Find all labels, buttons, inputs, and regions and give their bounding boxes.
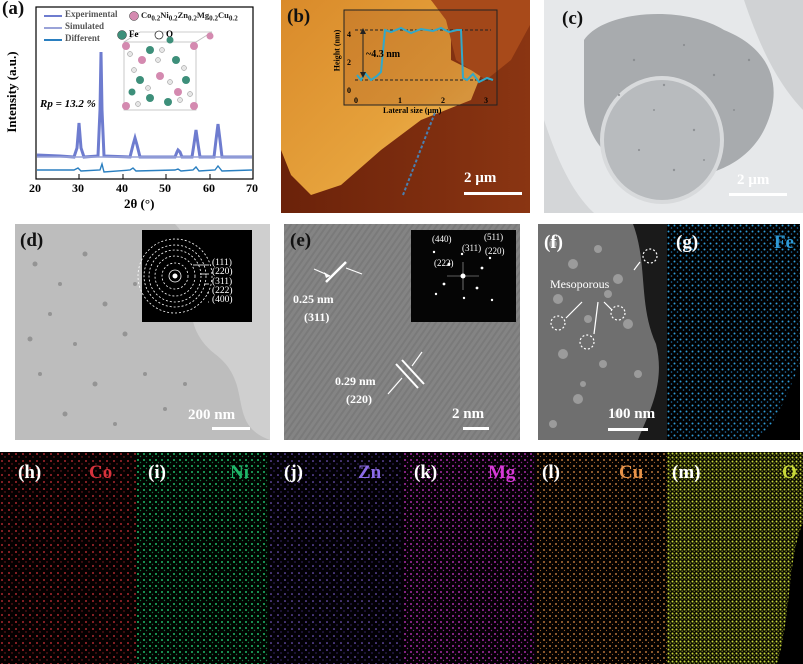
panel-i-ni-map: (i) Ni xyxy=(136,452,269,664)
hrtem-image xyxy=(284,224,520,440)
x-tick-30: 30 xyxy=(72,181,84,195)
element-label-co: Co xyxy=(89,462,113,483)
panel-label-b: (b) xyxy=(287,6,311,27)
fe-eds-map xyxy=(667,224,800,440)
fringe2-spacing: 0.29 nm xyxy=(335,374,376,388)
panel-label-d: (d) xyxy=(20,230,44,251)
scale-label-b: 2 µm xyxy=(464,170,497,186)
scale-bar-e xyxy=(463,427,489,430)
x-tick-50: 50 xyxy=(159,181,171,195)
thickness-label: ~4.3 nm xyxy=(366,49,401,60)
zn-eds-map xyxy=(269,452,403,664)
x-tick-40: 40 xyxy=(116,181,128,195)
x-tick-70: 70 xyxy=(246,181,258,195)
panel-label-j: (j) xyxy=(284,462,303,483)
inset-ytick-0: 0 xyxy=(347,86,351,95)
panel-h-co-map: (h) Co xyxy=(0,452,136,664)
legend-simulated: Simulated xyxy=(65,21,105,31)
panel-label-c: (c) xyxy=(562,8,584,29)
mesoporous-annotation: Mesoporous xyxy=(550,277,610,291)
panel-k-mg-map: (k) Mg xyxy=(403,452,536,664)
x-tick-60: 60 xyxy=(203,181,215,195)
afm-image xyxy=(281,0,530,213)
panel-label-m: (m) xyxy=(672,462,701,483)
panel-e-hrtem: (e) 0.25 nm (311) 0.29 nm (220) (440) (5… xyxy=(284,224,520,440)
fft-220: (220) xyxy=(485,246,505,256)
fringe1-spacing: 0.25 nm xyxy=(293,292,334,306)
legend-experimental: Experimental xyxy=(65,9,118,19)
panel-d-tem-saed: (d) (111) (220) (311) (222) (400) 200 nm xyxy=(15,224,270,440)
fft-311: (311) xyxy=(462,243,482,253)
fft-511: (511) xyxy=(484,232,504,242)
panel-label-f: (f) xyxy=(544,232,563,253)
panel-b-afm: (b) Height (nm) 0 2 4 0 1 2 3 Lateral si… xyxy=(281,0,530,213)
scale-label-f: 100 nm xyxy=(608,406,656,422)
o-eds-map xyxy=(667,452,803,664)
panel-j-zn-map: (j) Zn xyxy=(269,452,403,664)
ring-311: (311) xyxy=(212,277,233,287)
panel-l-cu-map: (l) Cu xyxy=(536,452,667,664)
inset-xlabel: Lateral size (µm) xyxy=(383,106,442,115)
panel-c-tem: (c) 2 µm xyxy=(544,0,803,213)
different-curve xyxy=(37,161,253,173)
cu-eds-map xyxy=(536,452,667,664)
ring-220: (220) xyxy=(212,267,233,277)
scale-label-e: 2 nm xyxy=(452,406,485,422)
element-label-zn: Zn xyxy=(358,462,382,483)
ni-eds-map xyxy=(136,452,269,664)
panel-label-k: (k) xyxy=(414,462,438,483)
fft-222: (222) xyxy=(434,258,454,268)
scale-bar-f xyxy=(608,428,648,431)
fringe2-hkl: (220) xyxy=(346,392,372,406)
legend-different: Different xyxy=(65,33,100,43)
element-label-cu: Cu xyxy=(619,462,644,483)
xrd-plot xyxy=(35,6,254,180)
scale-bar-c xyxy=(729,193,787,196)
ring-400: (400) xyxy=(212,295,233,305)
panel-a-xrd: (a) Experimental Simulated Different Co0… xyxy=(0,0,270,215)
mg-eds-map xyxy=(403,452,536,664)
panel-label-i: (i) xyxy=(148,462,166,483)
element-label-o: O xyxy=(782,462,797,483)
inset-ytick-2: 2 xyxy=(347,58,351,67)
element-label-fe: Fe xyxy=(773,232,794,253)
inset-xtick-3: 3 xyxy=(484,96,488,105)
element-label-ni: Ni xyxy=(230,462,249,483)
scale-bar-b xyxy=(464,192,522,195)
tem-image-c xyxy=(544,0,803,213)
inset-ytick-4: 4 xyxy=(347,30,351,39)
rp-value: Rp = 13.2 % xyxy=(40,98,96,110)
panel-label-g: (g) xyxy=(676,232,699,253)
scale-bar-d xyxy=(212,427,250,430)
panel-label-a: (a) xyxy=(2,0,25,19)
inset-xtick-1: 1 xyxy=(398,96,402,105)
element-label-mg: Mg xyxy=(488,462,516,483)
fringe1-hkl: (311) xyxy=(304,310,330,324)
atom-label-fe: Fe xyxy=(129,29,139,39)
y-axis-label: Intensity (a.u.) xyxy=(4,51,19,133)
inset-xtick-0: 0 xyxy=(354,96,358,105)
panel-label-h: (h) xyxy=(18,462,42,483)
height-profile-line xyxy=(356,26,494,84)
panel-f-sem: (f) Mesoporous 100 nm xyxy=(538,224,667,440)
ring-111: (111) xyxy=(212,258,232,268)
panel-m-o-map: (m) O xyxy=(667,452,803,664)
tem-image-d xyxy=(15,224,270,440)
panel-label-l: (l) xyxy=(542,462,560,483)
chemical-formula: Co0.2Ni0.2Zn0.2Mg0.2Cu0.2 xyxy=(141,10,238,23)
scale-label-c: 2 µm xyxy=(737,172,770,188)
x-axis-label: 2θ (°) xyxy=(124,196,155,211)
inset-ylabel: Height (nm) xyxy=(332,29,342,72)
panel-label-e: (e) xyxy=(290,230,312,251)
sem-image xyxy=(538,224,667,440)
fft-440: (440) xyxy=(432,234,452,244)
crystal-structure-icon xyxy=(122,31,214,111)
ring-222: (222) xyxy=(212,286,233,296)
inset-xtick-2: 2 xyxy=(441,96,445,105)
scale-label-d: 200 nm xyxy=(188,407,236,423)
co-eds-map xyxy=(0,452,136,664)
panel-g-fe-map: (g) Fe xyxy=(667,224,800,440)
atom-label-o: O xyxy=(166,29,174,39)
x-tick-20: 20 xyxy=(29,181,41,195)
